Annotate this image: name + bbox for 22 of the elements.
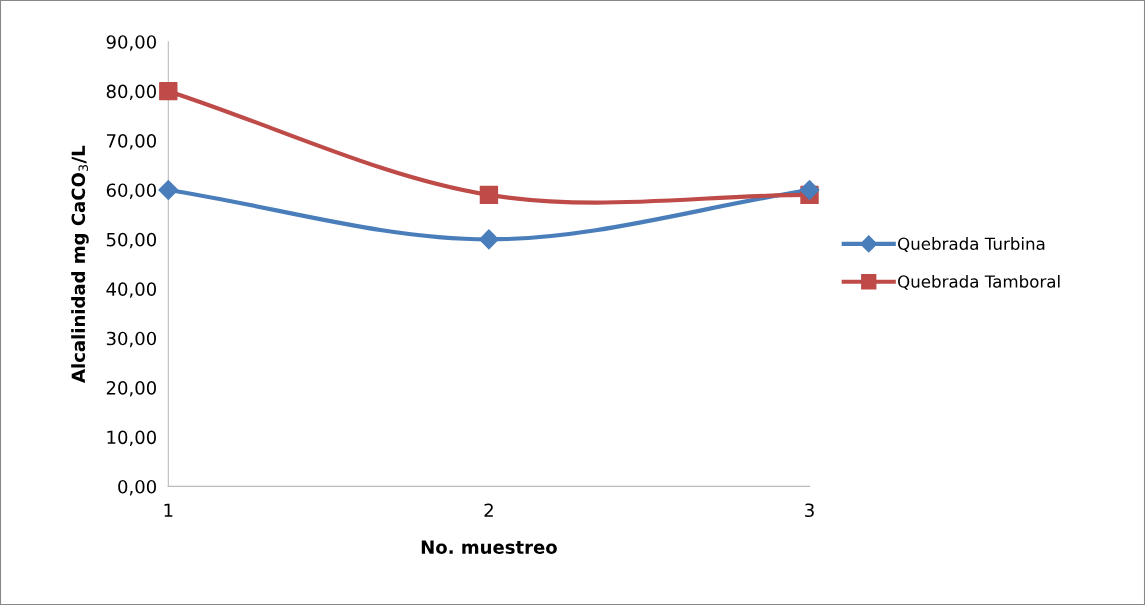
y-tick-label: 40,00 bbox=[106, 282, 156, 298]
y-axis-title: Alcalinidad mg CaCO$_{3}$/L bbox=[71, 145, 89, 383]
x-tick-label: 1 bbox=[164, 503, 173, 517]
y-tick-label: 50,00 bbox=[106, 232, 156, 249]
y-tick-label: 60,00 bbox=[106, 183, 156, 199]
y-tick-label: 0,00 bbox=[118, 479, 157, 496]
y-tick-label: 10,00 bbox=[107, 430, 156, 446]
legend-label: Quebrada Tamboral bbox=[898, 274, 1060, 290]
y-tick-label: 70,00 bbox=[107, 134, 156, 150]
y-tick-label: 80,00 bbox=[106, 84, 156, 101]
x-tick-label: 2 bbox=[484, 503, 493, 517]
point bbox=[159, 81, 178, 101]
x-tick-label: 3 bbox=[805, 503, 814, 518]
y-tick-label: 20,00 bbox=[106, 381, 156, 397]
point bbox=[478, 229, 499, 250]
point bbox=[479, 185, 499, 205]
point bbox=[158, 179, 179, 200]
point bbox=[799, 179, 820, 200]
x-axis-title: No. muestreo bbox=[421, 540, 557, 554]
y-tick-label: 30,00 bbox=[106, 331, 156, 348]
y-tick-label: 90,00 bbox=[106, 35, 156, 51]
legend-label: Quebrada Turbina bbox=[898, 237, 1045, 252]
